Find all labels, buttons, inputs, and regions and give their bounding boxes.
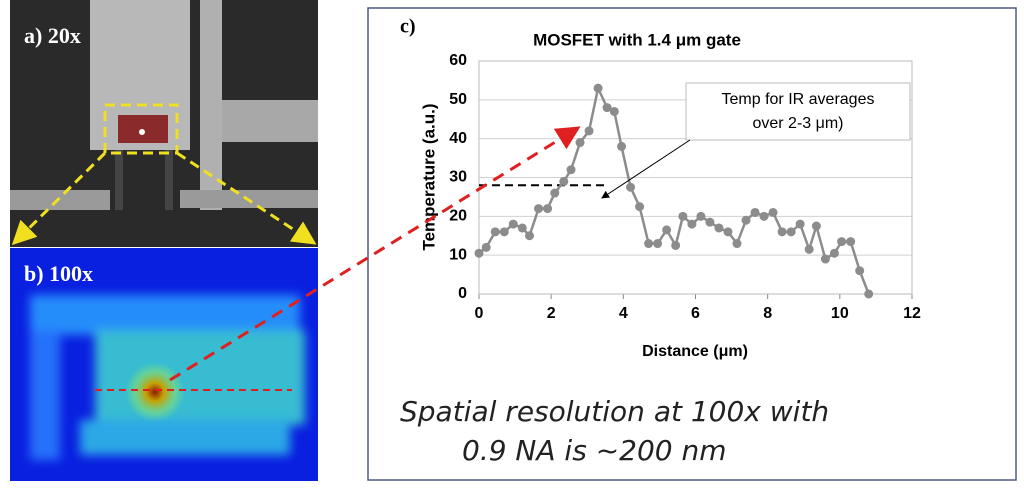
thermal-image-100x [10, 248, 318, 481]
data-point [584, 126, 594, 136]
x-tick-label: 0 [475, 305, 484, 322]
data-point [855, 266, 865, 276]
data-point [837, 237, 847, 247]
data-point [593, 83, 603, 93]
data-point [559, 176, 569, 186]
y-tick-label: 50 [449, 91, 467, 108]
data-point [635, 202, 645, 212]
caption: Spatial resolution at 100x with [400, 395, 829, 428]
microscope-image-20x [10, 0, 318, 247]
data-point [517, 223, 527, 233]
y-tick-label: 10 [449, 246, 467, 263]
data-point [750, 207, 760, 217]
data-point [678, 211, 688, 221]
data-point [846, 237, 856, 247]
annotation: over 2-3 μm) [752, 115, 843, 132]
data-point [768, 207, 778, 217]
y-tick-label: 60 [449, 52, 467, 69]
y-axis-label: Temperature (a.u.) [419, 103, 438, 250]
data-point [508, 219, 518, 229]
x-axis-label: Distance (μm) [642, 343, 748, 360]
data-point [671, 240, 681, 250]
data-point [609, 106, 619, 116]
data-point [864, 289, 874, 299]
data-point [777, 227, 787, 237]
data-point [490, 227, 500, 237]
x-tick-label: 4 [619, 305, 628, 322]
x-tick-label: 10 [831, 305, 849, 322]
x-tick-label: 8 [763, 305, 772, 322]
panel-label: b) 100x [24, 261, 93, 286]
data-point [820, 254, 830, 264]
data-point [811, 221, 821, 231]
plot: 0 10 20 30 40 50 60 0 2 4 6 8 10 12 [449, 52, 921, 322]
data-point [602, 103, 612, 113]
data-point [626, 182, 636, 192]
data-point [550, 188, 560, 198]
annotation: Temp for IR averages [722, 91, 875, 108]
data-point [566, 165, 576, 175]
data-point [474, 248, 484, 258]
data-point [481, 242, 491, 252]
data-point [795, 219, 805, 229]
chart-title: MOSFET with 1.4 μm gate [533, 30, 741, 49]
data-point [644, 239, 654, 249]
y-tick-label: 30 [449, 169, 467, 186]
x-tick-label: 12 [903, 305, 921, 322]
x-tick-label: 2 [547, 305, 556, 322]
y-tick-label: 20 [449, 208, 467, 225]
data-point [786, 227, 796, 237]
data-point [804, 244, 814, 254]
data-point [653, 239, 663, 249]
chart-frame [367, 7, 1017, 481]
data-point [705, 217, 715, 227]
data-point [723, 227, 733, 237]
data-point [543, 204, 553, 214]
data-point [759, 211, 769, 221]
data-point [534, 204, 544, 214]
data-point [732, 239, 742, 249]
y-tick-label: 0 [458, 285, 467, 302]
data-point [575, 138, 585, 148]
caption: 0.9 NA is ~200 nm [462, 434, 727, 467]
data-point [696, 211, 706, 221]
panel-label: a) 20x [24, 23, 81, 48]
data-point [714, 223, 724, 233]
y-tick-label: 40 [449, 130, 467, 147]
data-point [617, 141, 627, 151]
data-point [741, 215, 751, 225]
panel-label: c) [400, 16, 416, 38]
data-point [499, 227, 509, 237]
annotation-arrow [601, 139, 691, 199]
data-point [829, 248, 839, 258]
x-tick-label: 6 [691, 305, 700, 322]
data-line [478, 84, 870, 295]
data-point [525, 231, 535, 241]
annotation-box [685, 82, 911, 141]
data-point [662, 225, 672, 235]
data-point [687, 219, 697, 229]
plot-border [478, 60, 913, 295]
